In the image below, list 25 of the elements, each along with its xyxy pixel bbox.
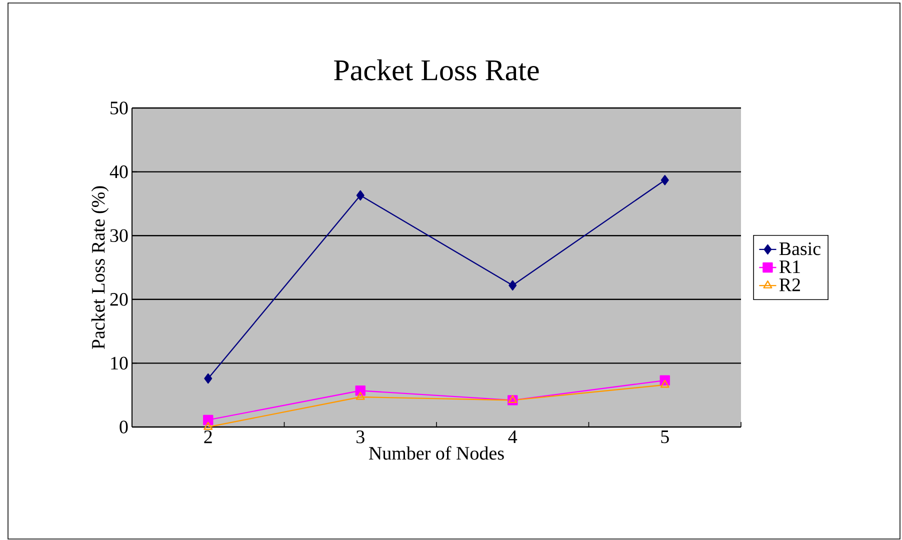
point — [356, 392, 365, 400]
x-axis-title: Number of Nodes — [368, 446, 504, 460]
legend-label: R2 — [779, 278, 800, 292]
y-tick-label: 40 — [110, 165, 128, 178]
point — [203, 414, 214, 426]
x-tick-label: 2 — [204, 430, 212, 444]
point — [204, 422, 213, 430]
point — [508, 280, 517, 290]
y-tick-label: 0 — [120, 420, 128, 434]
y-tick-label: 50 — [110, 102, 128, 114]
y-tick-label: 30 — [110, 229, 128, 242]
y-tick-label: 10 — [111, 356, 128, 370]
chart-title: Packet Loss Rate — [334, 59, 539, 80]
legend-label: R1 — [779, 260, 800, 274]
x-tick-label: 5 — [661, 430, 669, 444]
point — [204, 373, 212, 384]
y-axis-title: Packet Loss Rate (%) — [91, 186, 109, 349]
point — [660, 174, 669, 186]
legend-label: Basic — [779, 242, 820, 256]
y-tick-label: 20 — [110, 292, 128, 306]
x-tick-label: 4 — [508, 430, 518, 444]
point — [355, 386, 366, 396]
point — [356, 190, 364, 200]
point — [660, 380, 670, 388]
x-tick-label: 3 — [356, 430, 364, 444]
